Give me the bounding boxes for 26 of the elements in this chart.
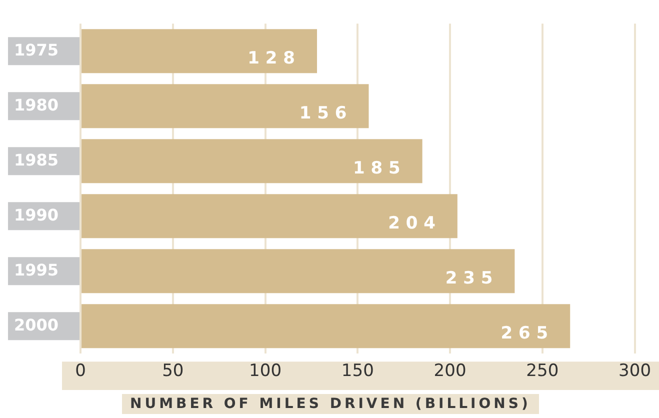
bar xyxy=(82,84,369,128)
y-tick-label: 1985 xyxy=(14,150,59,170)
x-tick-label: 50 xyxy=(162,361,184,382)
data-label: 2 3 5 xyxy=(445,268,493,289)
y-tick-label: 1990 xyxy=(14,205,59,224)
x-tick-label: 150 xyxy=(341,361,374,382)
x-tick-label: 0 xyxy=(75,361,86,382)
data-label: 1 2 8 xyxy=(248,48,296,69)
bar xyxy=(82,139,422,184)
y-tick-label: 2000 xyxy=(14,315,59,334)
bar xyxy=(82,249,515,294)
bar xyxy=(82,194,458,238)
data-label: 2 6 5 xyxy=(500,324,548,344)
data-label: 2 0 4 xyxy=(388,214,436,234)
x-tick-label: 100 xyxy=(249,361,282,382)
y-tick-label: 1995 xyxy=(14,260,59,280)
bar xyxy=(82,304,570,348)
x-tick-label: 300 xyxy=(618,361,652,382)
x-tick-label: 250 xyxy=(526,361,559,382)
y-tick-label: 1980 xyxy=(14,95,59,114)
data-label: 1 5 6 xyxy=(299,104,347,124)
bar xyxy=(82,29,318,74)
x-axis-title: NUMBER OF MILES DRIVEN (BILLIONS) xyxy=(122,394,539,414)
x-tick-label: 200 xyxy=(434,361,466,382)
data-label: 1 8 5 xyxy=(352,158,400,179)
y-tick-label: 1975 xyxy=(14,40,59,60)
